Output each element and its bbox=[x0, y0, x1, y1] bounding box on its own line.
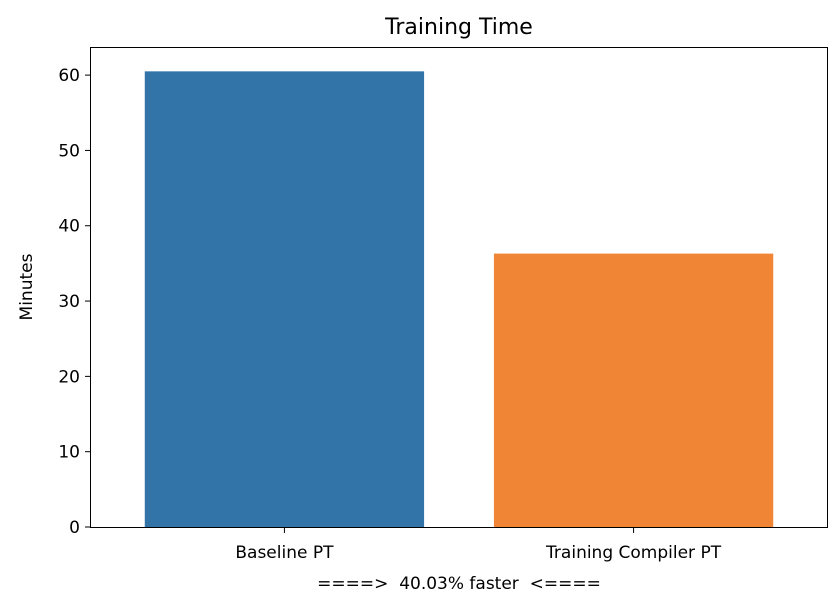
x-tick-label: Training Compiler PT bbox=[545, 543, 722, 563]
y-tick-label: 60 bbox=[58, 66, 80, 86]
bar bbox=[493, 253, 774, 527]
y-tick-label: 10 bbox=[58, 443, 80, 463]
bar bbox=[144, 71, 425, 528]
y-tick-label: 20 bbox=[58, 367, 80, 387]
y-axis: 0 10 20 30 40 50 60 bbox=[58, 66, 91, 538]
chart-title: Training Time bbox=[384, 15, 533, 40]
bars-layer bbox=[144, 71, 774, 528]
y-axis-label: Minutes bbox=[17, 253, 37, 320]
y-tick-label: 30 bbox=[58, 292, 80, 312]
x-axis: Baseline PT Training Compiler PT bbox=[235, 527, 722, 563]
y-tick-label: 0 bbox=[69, 518, 80, 538]
x-tick-label: Baseline PT bbox=[235, 543, 334, 563]
x-axis-label: ====> 40.03% faster <==== bbox=[317, 574, 601, 594]
y-tick-label: 40 bbox=[58, 217, 80, 237]
y-tick-label: 50 bbox=[58, 141, 80, 161]
plot-frame bbox=[90, 47, 828, 528]
